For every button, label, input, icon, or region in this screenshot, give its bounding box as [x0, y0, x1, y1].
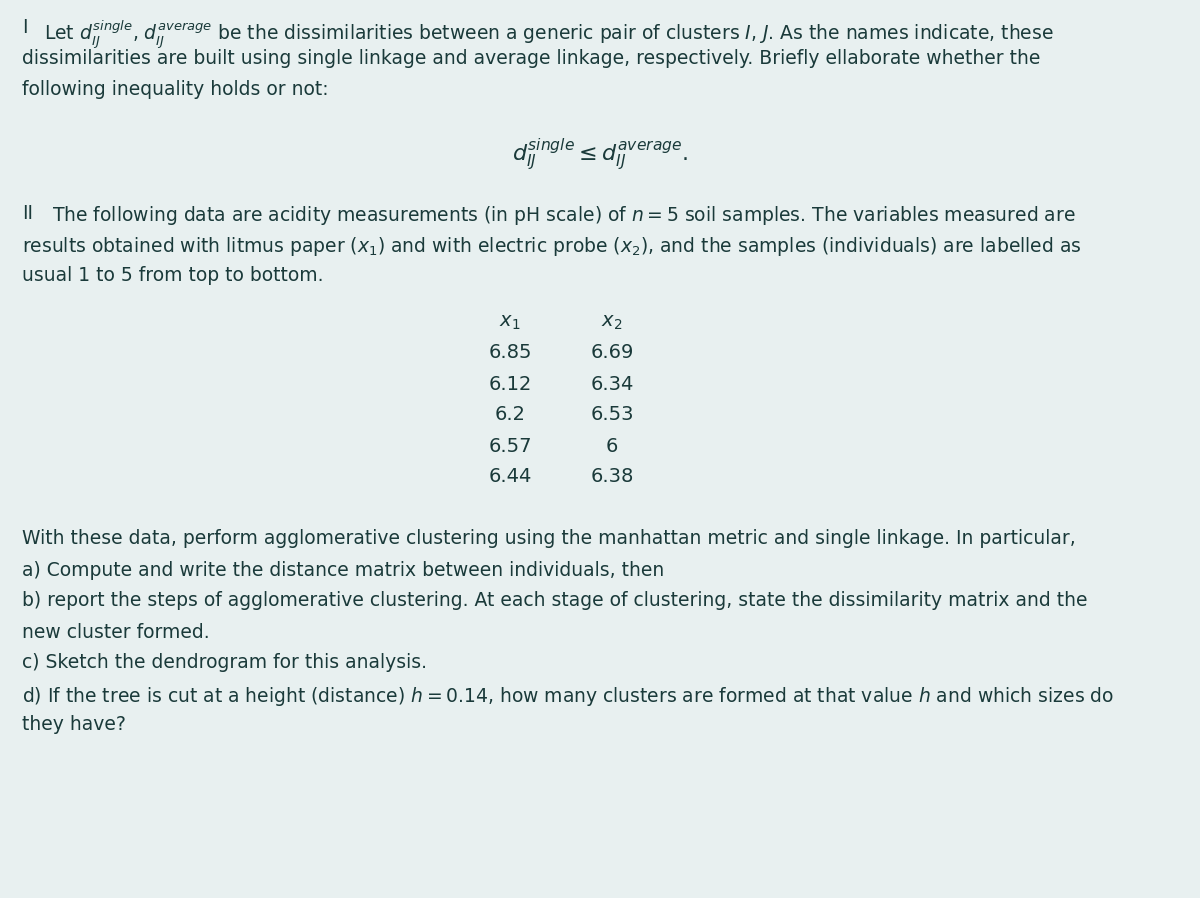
Text: 6.85: 6.85	[488, 344, 532, 363]
Text: I: I	[22, 18, 28, 37]
Text: usual 1 to 5 from top to bottom.: usual 1 to 5 from top to bottom.	[22, 266, 324, 285]
Text: b) report the steps of agglomerative clustering. At each stage of clustering, st: b) report the steps of agglomerative clu…	[22, 592, 1087, 611]
Text: c) Sketch the dendrogram for this analysis.: c) Sketch the dendrogram for this analys…	[22, 654, 427, 673]
Text: 6.38: 6.38	[590, 468, 634, 487]
Text: 6.2: 6.2	[494, 406, 526, 425]
Text: 6.12: 6.12	[488, 374, 532, 393]
Text: dissimilarities are built using single linkage and average linkage, respectively: dissimilarities are built using single l…	[22, 49, 1040, 68]
Text: d) If the tree is cut at a height (distance) $h = 0.14$, how many clusters are f: d) If the tree is cut at a height (dista…	[22, 684, 1114, 708]
Text: they have?: they have?	[22, 716, 126, 735]
Text: Let $d_{IJ}^{single}$, $d_{IJ}^{average}$ be the dissimilarities between a gener: Let $d_{IJ}^{single}$, $d_{IJ}^{average}…	[44, 18, 1054, 50]
Text: 6.57: 6.57	[488, 436, 532, 455]
Text: 6.44: 6.44	[488, 468, 532, 487]
Text: With these data, perform agglomerative clustering using the manhattan metric and: With these data, perform agglomerative c…	[22, 530, 1075, 549]
Text: 6.69: 6.69	[590, 344, 634, 363]
Text: 6.34: 6.34	[590, 374, 634, 393]
Text: a) Compute and write the distance matrix between individuals, then: a) Compute and write the distance matrix…	[22, 560, 665, 579]
Text: 6.53: 6.53	[590, 406, 634, 425]
Text: new cluster formed.: new cluster formed.	[22, 622, 210, 641]
Text: $x_2$: $x_2$	[601, 313, 623, 331]
Text: $x_1$: $x_1$	[499, 313, 521, 331]
Text: $d_{IJ}^{single} \leq d_{IJ}^{average}$.: $d_{IJ}^{single} \leq d_{IJ}^{average}$.	[512, 136, 688, 172]
Text: 6: 6	[606, 436, 618, 455]
Text: The following data are acidity measurements (in pH scale) of $n = 5$ soil sample: The following data are acidity measureme…	[52, 204, 1075, 227]
Text: II: II	[22, 204, 34, 223]
Text: results obtained with litmus paper ($x_1$) and with electric probe ($x_2$), and : results obtained with litmus paper ($x_1…	[22, 235, 1081, 258]
Text: following inequality holds or not:: following inequality holds or not:	[22, 80, 329, 99]
